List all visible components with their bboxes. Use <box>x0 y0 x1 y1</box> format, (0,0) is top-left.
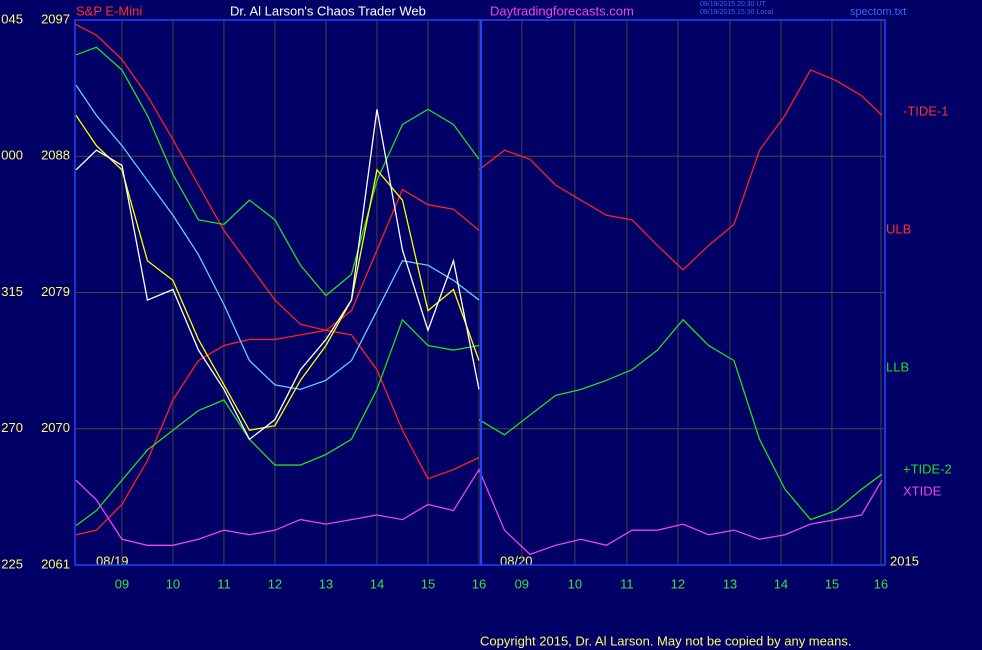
y-tick-label: 2097 <box>41 11 70 26</box>
series-line <box>75 329 480 536</box>
plot <box>75 23 883 556</box>
series-line <box>75 468 883 556</box>
series-label: -TIDE-1 <box>903 103 949 118</box>
series-label: ULB <box>886 221 911 236</box>
series-label: XTIDE <box>903 483 942 498</box>
series-label: LLB <box>886 359 909 374</box>
x-tick-label: 13 <box>723 576 737 591</box>
series-line <box>75 109 480 441</box>
y-code-label: 270 <box>1 420 23 435</box>
series-label: +TIDE-2 <box>903 461 952 476</box>
x-tick-label: 09 <box>515 576 529 591</box>
x-tick-label: 14 <box>370 576 384 591</box>
series-line <box>75 84 480 391</box>
timestamp: 08/19/2015 20:30 UT <box>700 1 766 8</box>
series-line <box>75 318 480 527</box>
x-tick-label: 14 <box>774 576 788 591</box>
y-code-label: 315 <box>1 284 23 299</box>
x-tick-label: 15 <box>825 576 839 591</box>
x-tick-label: 09 <box>115 576 129 591</box>
date-label: 08/19 <box>96 553 129 568</box>
x-tick-label: 16 <box>472 576 486 591</box>
x-tick-label: 10 <box>166 576 180 591</box>
date-label: 08/20 <box>500 553 533 568</box>
y-code-label: 045 <box>1 11 23 26</box>
symbol: S&P E-Mini <box>76 3 142 18</box>
y-code-label: 225 <box>1 556 23 571</box>
timestamp: 08/19/2015 15:30 Local <box>700 9 774 16</box>
x-tick-label: 11 <box>620 576 634 591</box>
series-line <box>478 69 883 271</box>
x-tick-label: 12 <box>671 576 685 591</box>
series-line <box>75 23 480 332</box>
copyright: Copyright 2015, Dr. Al Larson. May not b… <box>480 633 851 648</box>
series-line <box>75 115 480 431</box>
x-tick-label: 15 <box>421 576 435 591</box>
y-tick-label: 2079 <box>41 284 70 299</box>
chart-title: Dr. Al Larson's Chaos Trader Web <box>230 3 426 18</box>
file-name: spectom.txt <box>850 6 906 18</box>
x-tick-label: 12 <box>268 576 282 591</box>
x-tick-label: 11 <box>217 576 231 591</box>
x-tick-label: 16 <box>874 576 888 591</box>
date-label: 2015 <box>890 553 919 568</box>
x-tick-label: 10 <box>568 576 582 591</box>
series-line <box>478 318 883 521</box>
y-tick-label: 2070 <box>41 420 70 435</box>
y-tick-label: 2088 <box>41 148 70 163</box>
series-line <box>75 46 480 297</box>
y-code-label: 000 <box>1 148 23 163</box>
website: Daytradingforecasts.com <box>490 3 634 18</box>
y-tick-label: 2061 <box>41 556 70 571</box>
x-tick-label: 13 <box>319 576 333 591</box>
